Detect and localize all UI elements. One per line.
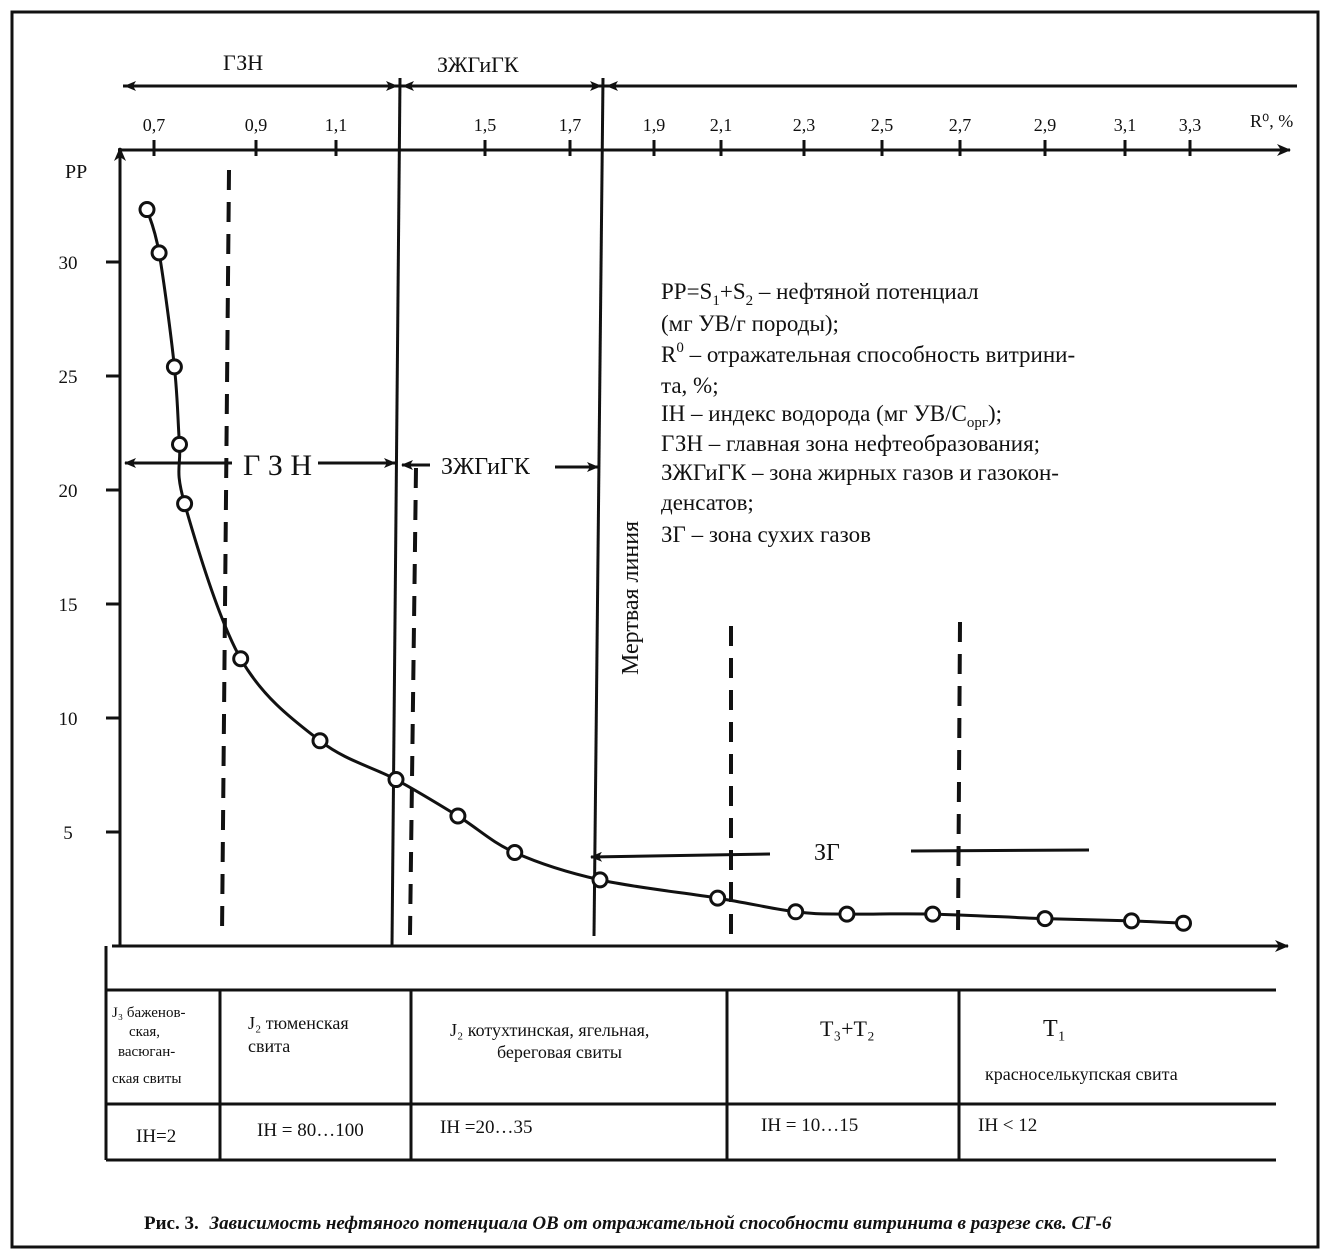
data-point-2 bbox=[165, 358, 183, 376]
col1-line-2: ская, bbox=[129, 1024, 160, 1040]
data-point-14 bbox=[924, 905, 942, 923]
data-point-12 bbox=[787, 903, 805, 921]
x-tick-label-1: 0,9 bbox=[245, 115, 268, 135]
y-tick-label-3: 15 bbox=[59, 595, 78, 616]
col5-top: T₁ bbox=[1043, 1016, 1066, 1042]
legend-line-5: IH – индекс водорода (мг УВ/Сорг); bbox=[661, 401, 1002, 431]
y-tick-label-4: 10 bbox=[59, 709, 78, 730]
data-points bbox=[138, 201, 1192, 932]
dashed-line-2 bbox=[408, 467, 418, 936]
zone-boundary-gzn-zhgk bbox=[390, 77, 402, 947]
data-point-15 bbox=[1036, 910, 1054, 928]
dashed-line-1 bbox=[220, 169, 231, 936]
col2-line-2: свита bbox=[248, 1036, 290, 1056]
x-tick-label-2: 1,1 bbox=[325, 115, 348, 135]
dead-line-label: Мертвая линия bbox=[618, 521, 644, 675]
data-point-1 bbox=[150, 244, 168, 262]
zg-arrow bbox=[590, 851, 771, 862]
col5-bottom: красноселькупская свита bbox=[985, 1064, 1178, 1084]
x-tick-label-7: 2,3 bbox=[793, 115, 816, 135]
top-zone-zhgk-label: ЗЖГиГК bbox=[437, 52, 519, 77]
x-tick-label-0: 0,7 bbox=[143, 115, 166, 135]
legend-line-9: ЗГ – зона сухих газов bbox=[661, 522, 871, 547]
col4-label: T₃+T₂ bbox=[820, 1016, 875, 1041]
col3-line-2: береговая свиты bbox=[497, 1042, 622, 1062]
dead-line bbox=[592, 77, 605, 937]
x-tick-label-5: 1,9 bbox=[643, 115, 666, 135]
strata-table: J₃ баженов- ская, васюган- ская свиты IH… bbox=[104, 946, 1276, 1162]
data-point-11 bbox=[709, 889, 727, 907]
dashed-line-4 bbox=[956, 621, 962, 936]
x-tick-label-12: 3,3 bbox=[1179, 115, 1202, 135]
figure-frame bbox=[10, 10, 1320, 1249]
legend-line-6: ГЗН – главная зона нефтеобразования; bbox=[661, 431, 1040, 456]
x-tick-label-10: 2,9 bbox=[1034, 115, 1057, 135]
legend-line-3: R0 – отражательная способность витрини- bbox=[661, 340, 1075, 367]
col3-line-1: J₂ котухтинская, ягельная, bbox=[450, 1020, 649, 1040]
data-point-0 bbox=[138, 201, 156, 219]
mid-zone-gzn-label: Г З Н bbox=[243, 449, 312, 482]
col1-line-4: ская свиты bbox=[112, 1071, 181, 1087]
y-axis-tick-labels: 30 25 20 15 10 5 bbox=[59, 253, 78, 844]
x-axis-title: R⁰, % bbox=[1250, 111, 1293, 131]
legend: PP=S1+S2 – нефтяной потенциал (мг УВ/г п… bbox=[661, 279, 1075, 547]
data-point-13 bbox=[838, 905, 856, 923]
y-tick-label-2: 20 bbox=[59, 481, 78, 502]
data-point-10 bbox=[591, 871, 609, 889]
col5-ih: IH < 12 bbox=[978, 1115, 1037, 1136]
data-point-3 bbox=[171, 435, 188, 453]
zg-label: ЗГ bbox=[814, 840, 840, 866]
legend-line-7: ЗЖГиГК – зона жирных газов и газокон- bbox=[661, 460, 1059, 485]
y-tick-label-5: 5 bbox=[63, 823, 73, 844]
data-point-17 bbox=[1175, 914, 1192, 932]
legend-line-4: та, %; bbox=[661, 373, 719, 398]
col1-line-3: васюган- bbox=[118, 1044, 175, 1060]
y-axis-ticks bbox=[106, 260, 121, 834]
top-zone-gzn-label: ГЗН bbox=[223, 50, 263, 75]
col4-ih: IH = 10…15 bbox=[761, 1115, 858, 1136]
col3-ih: IH =20…35 bbox=[440, 1117, 533, 1138]
data-point-5 bbox=[232, 650, 250, 668]
data-point-16 bbox=[1123, 912, 1140, 930]
legend-line-2: (мг УВ/г породы); bbox=[661, 311, 839, 336]
x-tick-label-8: 2,5 bbox=[871, 115, 894, 135]
x-tick-label-3: 1,5 bbox=[474, 115, 497, 135]
col1-line-1: J₃ баженов- bbox=[112, 1005, 186, 1021]
y-tick-label-1: 25 bbox=[59, 367, 78, 388]
data-point-7 bbox=[387, 771, 405, 789]
x-axis-ticks bbox=[152, 140, 1192, 156]
y-axis-title: PP bbox=[65, 161, 87, 183]
zg-line-right bbox=[910, 848, 1090, 853]
data-point-9 bbox=[506, 844, 524, 862]
x-axis-tick-labels: 0,7 0,9 1,1 1,5 1,7 1,9 2,1 2,3 2,5 2,7 2,9 3,1 3,3 bbox=[143, 115, 1202, 135]
caption: Рис. 3. Зависимость нефтяного потенциала… bbox=[144, 1213, 1112, 1234]
mid-zone-zhgk-label: ЗЖГиГК bbox=[441, 454, 531, 480]
x-tick-label-4: 1,7 bbox=[559, 115, 582, 135]
legend-line-1: PP=S1+S2 – нефтяной потенциал bbox=[661, 279, 979, 309]
data-point-6 bbox=[311, 732, 329, 750]
col2-ih: IH = 80…100 bbox=[257, 1120, 364, 1141]
data-point-4 bbox=[176, 495, 194, 513]
x-tick-label-6: 2,1 bbox=[710, 115, 733, 135]
x-tick-label-9: 2,7 bbox=[949, 115, 972, 135]
data-point-8 bbox=[449, 807, 467, 825]
x-tick-label-11: 3,1 bbox=[1114, 115, 1137, 135]
y-tick-label-0: 30 bbox=[59, 253, 78, 274]
col2-line-1: J₂ тюменская bbox=[248, 1013, 349, 1033]
col1-ih: IH=2 bbox=[136, 1126, 176, 1147]
legend-line-8: денсатов; bbox=[661, 490, 754, 515]
